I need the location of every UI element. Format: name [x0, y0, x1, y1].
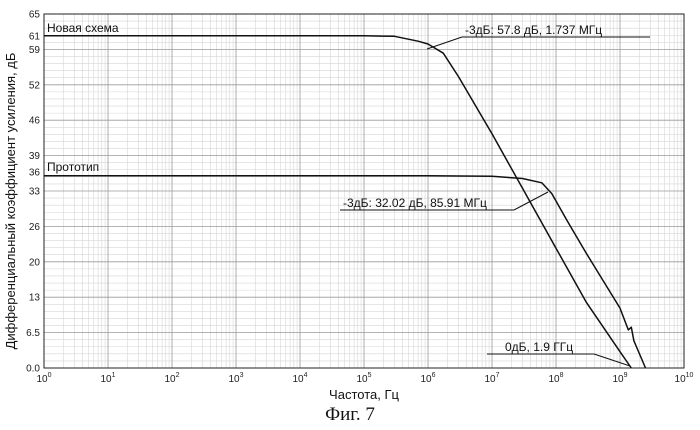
annotation-leader	[427, 37, 462, 49]
annotation-label: -3дБ: 32.02 дБ, 85.91 МГц	[343, 196, 487, 210]
annotation-label: 0дБ, 1.9 ГГц	[505, 340, 573, 354]
annotation-leader	[594, 354, 630, 366]
x-tick-label: 105	[356, 372, 371, 385]
x-axis-label: Частота, Гц	[329, 387, 399, 402]
y-tick-label: 61	[29, 31, 41, 42]
x-tick-base: 10	[100, 374, 112, 385]
y-tick-label: 33	[29, 187, 41, 198]
annotation-layer: -3дБ: 57.8 дБ, 1.737 МГц -3дБ: 32.02 дБ, …	[340, 23, 650, 366]
y-tick-label: 46	[29, 116, 41, 127]
gain-chart: Новая схема Прототип -3дБ: 57.8 дБ, 1.737…	[0, 0, 700, 405]
x-tick-exponent: 6	[432, 372, 436, 379]
y-tick-label: 59	[29, 45, 41, 56]
x-tick-label: 106	[420, 372, 435, 385]
x-tick-label: 103	[228, 372, 243, 385]
x-tick-base: 10	[228, 374, 240, 385]
y-tick-label: 6.5	[26, 328, 40, 339]
x-tick-base: 10	[164, 374, 176, 385]
x-tick-exponent: 2	[176, 372, 180, 379]
y-axis-label: Дифференциальный коэффициент усиления, д…	[3, 53, 18, 350]
x-tick-label: 109	[612, 372, 627, 385]
x-tick-exponent: 10	[686, 372, 694, 379]
series-label-2: Прототип	[47, 160, 99, 174]
annotation-leader	[514, 192, 548, 210]
x-tick-exponent: 7	[496, 372, 500, 379]
x-tick-exponent: 5	[368, 372, 372, 379]
x-tick-exponent: 0	[48, 372, 52, 379]
figure-caption: Фиг. 7	[0, 404, 700, 426]
x-tick-base: 10	[612, 374, 624, 385]
x-tick-label: 101	[100, 372, 115, 385]
annotation-label: -3дБ: 57.8 дБ, 1.737 МГц	[465, 23, 602, 37]
x-tick-exponent: 8	[560, 372, 564, 379]
major-grid	[44, 14, 684, 368]
x-tick-base: 10	[36, 374, 48, 385]
series-label-1: Новая схема	[47, 21, 119, 35]
x-tick-base: 10	[675, 374, 687, 385]
y-tick-label: 26	[29, 222, 41, 233]
x-tick-exponent: 9	[624, 372, 628, 379]
x-tick-labels: 1001011021031041051061071081091010	[36, 372, 693, 385]
y-tick-label: 39	[29, 151, 41, 162]
y-tick-label: 20	[29, 257, 41, 268]
x-tick-base: 10	[420, 374, 432, 385]
x-tick-label: 104	[292, 372, 307, 385]
x-tick-label: 100	[36, 372, 51, 385]
y-tick-label: 13	[29, 293, 41, 304]
x-tick-base: 10	[356, 374, 368, 385]
x-tick-exponent: 4	[304, 372, 308, 379]
x-tick-exponent: 3	[240, 372, 244, 379]
y-tick-label: 65	[29, 10, 41, 21]
x-tick-label: 107	[484, 372, 499, 385]
y-tick-labels: 0.0 6.5 13 20 26 33 39 46 52 59 65 61 36	[26, 10, 40, 375]
x-tick-exponent: 1	[112, 372, 116, 379]
x-tick-base: 10	[484, 374, 496, 385]
x-tick-label: 108	[548, 372, 563, 385]
x-tick-label: 102	[164, 372, 179, 385]
x-tick-label: 1010	[675, 372, 694, 385]
y-tick-label: 36	[29, 167, 41, 178]
y-tick-label: 0.0	[26, 364, 40, 375]
y-tick-label: 52	[29, 80, 41, 91]
x-tick-base: 10	[292, 374, 304, 385]
x-tick-base: 10	[548, 374, 560, 385]
